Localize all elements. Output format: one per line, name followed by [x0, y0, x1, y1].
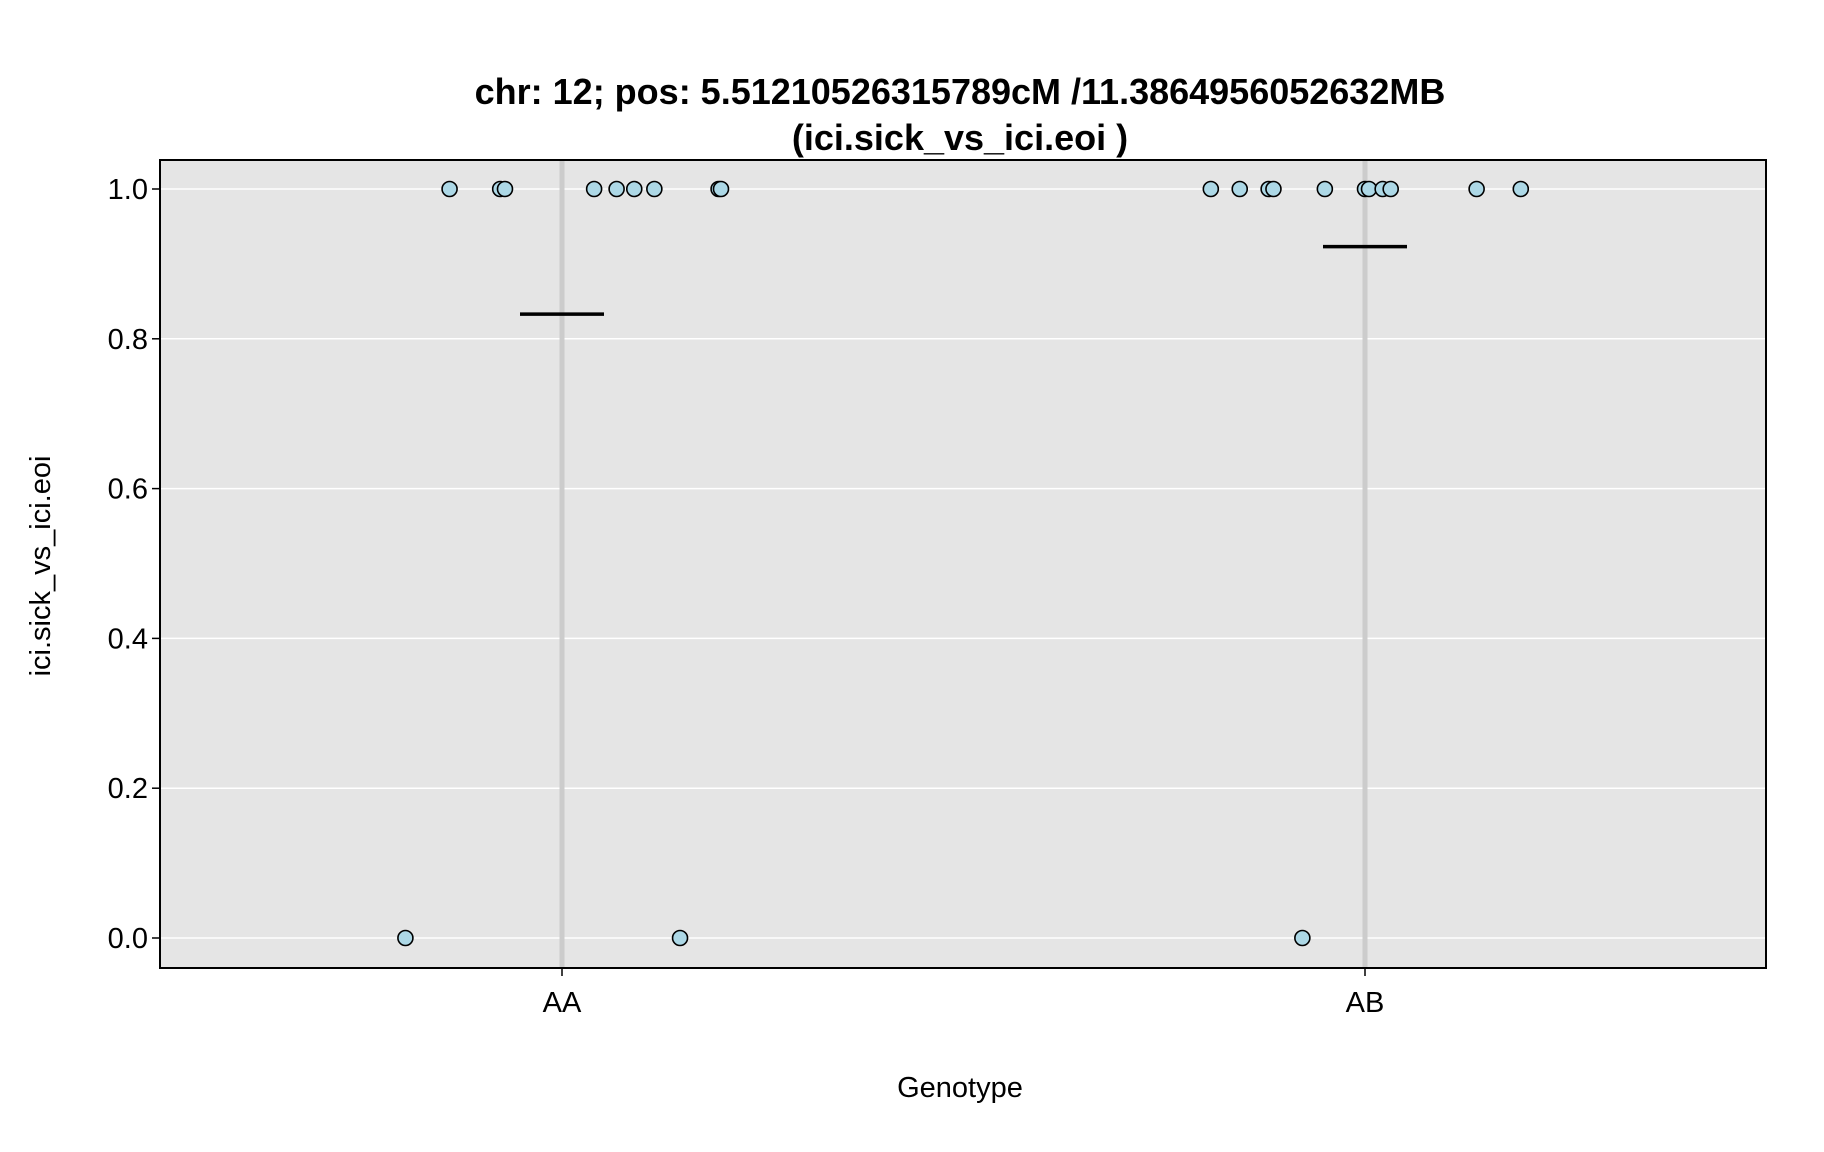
data-point	[608, 180, 625, 198]
data-point	[1202, 180, 1220, 198]
mean-lines	[520, 244, 1407, 316]
panel-background	[160, 160, 1766, 968]
data-point	[496, 180, 514, 198]
x-axis-label: Genotype	[897, 1072, 1023, 1104]
data-points	[397, 180, 1530, 947]
y-axis-label: ici.sick_vs_ici.eoi	[25, 456, 57, 677]
y-tick-label: 0.6	[108, 474, 148, 506]
data-point	[1265, 180, 1282, 198]
y-tick-label: 0.2	[108, 773, 148, 805]
category-lines	[559, 160, 1368, 968]
plot-frame	[159, 159, 1767, 969]
data-point	[1316, 180, 1334, 198]
plot-panel	[160, 160, 1766, 968]
data-point	[1360, 180, 1378, 198]
chart-title-line2: (ici.sick_vs_ici.eoi )	[792, 117, 1128, 158]
y-tick-label: 0.4	[108, 623, 148, 655]
panel-border	[159, 159, 1767, 969]
data-point	[1231, 180, 1249, 198]
data-point	[1382, 180, 1399, 198]
x-tick-label-aa: AA	[543, 987, 582, 1019]
data-point	[441, 180, 458, 198]
data-point	[1512, 180, 1530, 198]
chart-title-line1: chr: 12; pos: 5.51210526315789cM /11.386…	[475, 71, 1446, 112]
data-point	[397, 929, 414, 947]
data-point	[712, 180, 730, 198]
data-point	[625, 180, 643, 198]
data-point	[671, 929, 689, 947]
y-tick-label: 0.0	[108, 923, 148, 955]
y-tick-label: 0.8	[108, 324, 148, 356]
data-point	[1294, 929, 1311, 947]
x-axis-ticks: AA AB	[543, 968, 1385, 1019]
data-point	[646, 180, 663, 198]
y-tick-label: 1.0	[108, 174, 148, 206]
x-tick-label-ab: AB	[1346, 987, 1385, 1019]
data-point	[585, 180, 603, 198]
gridlines	[160, 188, 1766, 939]
data-point	[1468, 180, 1485, 198]
y-axis-ticks: 0.0 0.2 0.4 0.6 0.8 1.0	[108, 174, 160, 955]
